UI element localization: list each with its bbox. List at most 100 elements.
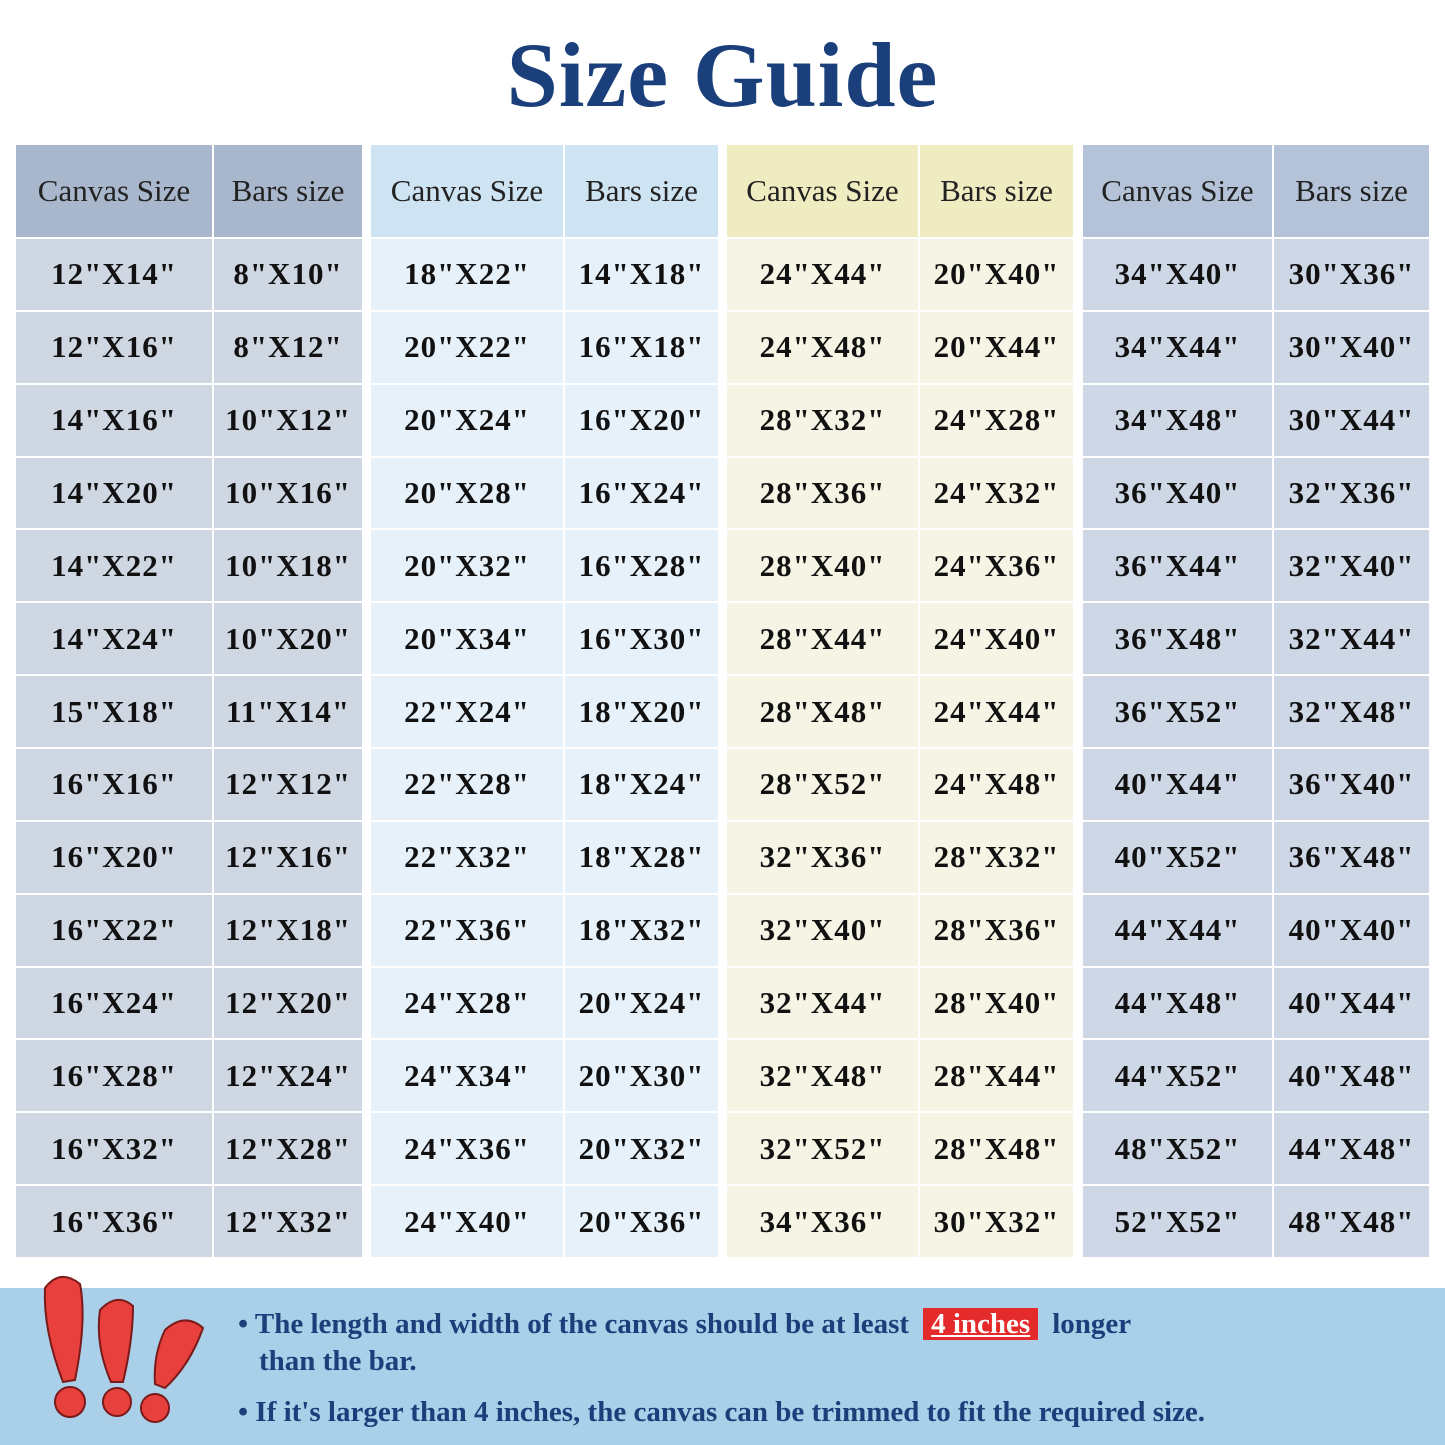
header-bars-size: Bars size	[920, 145, 1073, 237]
bars-size-cell: 44"X48"	[1274, 1113, 1429, 1185]
canvas-size-cell: 32"X48"	[727, 1040, 918, 1112]
table-row: 36"X52" 32"X48"	[1083, 676, 1429, 747]
canvas-size-cell: 14"X22"	[16, 530, 212, 602]
bars-size-cell: 30"X32"	[920, 1186, 1073, 1257]
bars-size-cell: 12"X28"	[214, 1113, 362, 1185]
canvas-size-cell: 24"X28"	[371, 967, 563, 1039]
table-row: 24"X40" 20"X36"	[371, 1186, 718, 1257]
page-title: Size Guide	[506, 24, 939, 126]
canvas-size-cell: 32"X44"	[727, 967, 918, 1039]
canvas-size-cell: 34"X44"	[1083, 311, 1272, 383]
bars-size-cell: 12"X24"	[214, 1040, 362, 1112]
table-row: 16"X20" 12"X16"	[16, 821, 362, 893]
canvas-size-cell: 18"X22"	[371, 239, 563, 310]
canvas-size-cell: 36"X48"	[1083, 603, 1272, 675]
bars-size-cell: 18"X28"	[565, 821, 718, 893]
note-text: • The length and width of the canvas sho…	[238, 1308, 910, 1340]
table-row: 34"X44" 30"X40"	[1083, 311, 1429, 383]
canvas-size-cell: 36"X52"	[1083, 676, 1272, 747]
table-row: 32"X48" 28"X44"	[727, 1040, 1073, 1112]
canvas-size-cell: 52"X52"	[1083, 1186, 1272, 1257]
bars-size-cell: 14"X18"	[565, 239, 718, 310]
table-row: 36"X44" 32"X40"	[1083, 530, 1429, 602]
table-row: 14"X20" 10"X16"	[16, 457, 362, 529]
canvas-size-cell: 22"X28"	[371, 748, 563, 820]
bars-size-cell: 32"X44"	[1274, 603, 1429, 675]
table-row: 16"X28" 12"X24"	[16, 1040, 362, 1112]
canvas-size-cell: 36"X40"	[1083, 457, 1272, 529]
bars-size-cell: 8"X12"	[214, 311, 362, 383]
canvas-size-cell: 32"X36"	[727, 821, 918, 893]
canvas-size-cell: 16"X36"	[16, 1186, 212, 1257]
canvas-size-cell: 40"X52"	[1083, 821, 1272, 893]
header-bars-size: Bars size	[565, 145, 718, 237]
bars-size-cell: 20"X36"	[565, 1186, 718, 1257]
table-row: 32"X40" 28"X36"	[727, 894, 1073, 966]
bars-size-cell: 48"X48"	[1274, 1186, 1429, 1257]
table-row: 36"X48" 32"X44"	[1083, 603, 1429, 675]
table-row: 52"X52" 48"X48"	[1083, 1186, 1429, 1257]
canvas-size-cell: 24"X40"	[371, 1186, 563, 1257]
size-table-4: Canvas Size Bars size 34"X40" 30"X36" 34"X44…	[1083, 145, 1429, 1257]
table-row: 40"X52" 36"X48"	[1083, 821, 1429, 893]
header-bars-size: Bars size	[1274, 145, 1429, 237]
table-row: 44"X52" 40"X48"	[1083, 1040, 1429, 1112]
canvas-size-cell: 22"X24"	[371, 676, 563, 747]
table-row: 32"X52" 28"X48"	[727, 1113, 1073, 1185]
bars-size-cell: 16"X18"	[565, 311, 718, 383]
canvas-size-cell: 22"X36"	[371, 894, 563, 966]
canvas-size-cell: 24"X36"	[371, 1113, 563, 1185]
table-row: 14"X16" 10"X12"	[16, 384, 362, 456]
note-line-1-cont: than the bar.	[259, 1345, 417, 1377]
table-row: 16"X32" 12"X28"	[16, 1113, 362, 1185]
canvas-size-cell: 28"X36"	[727, 457, 918, 529]
canvas-size-cell: 12"X16"	[16, 311, 212, 383]
note-line-1: • The length and width of the canvas sho…	[238, 1306, 1131, 1343]
table-row: 16"X22" 12"X18"	[16, 894, 362, 966]
table-row: 34"X48" 30"X44"	[1083, 384, 1429, 456]
bars-size-cell: 16"X28"	[565, 530, 718, 602]
table-row: 22"X24" 18"X20"	[371, 676, 718, 747]
bars-size-cell: 24"X48"	[920, 748, 1073, 820]
bars-size-cell: 24"X28"	[920, 384, 1073, 456]
header-canvas-size: Canvas Size	[1083, 145, 1272, 237]
canvas-size-cell: 14"X16"	[16, 384, 212, 456]
header-canvas-size: Canvas Size	[371, 145, 563, 237]
table-row: 32"X36" 28"X32"	[727, 821, 1073, 893]
size-table-2: Canvas Size Bars size 18"X22" 14"X18" 20"X22…	[371, 145, 718, 1257]
table-row: 20"X34" 16"X30"	[371, 603, 718, 675]
canvas-size-cell: 24"X48"	[727, 311, 918, 383]
bars-size-cell: 12"X12"	[214, 748, 362, 820]
canvas-size-cell: 22"X32"	[371, 821, 563, 893]
canvas-size-cell: 34"X48"	[1083, 384, 1272, 456]
note-text: longer	[1052, 1308, 1132, 1340]
table-row: 28"X48" 24"X44"	[727, 676, 1073, 747]
header-bars-size: Bars size	[214, 145, 362, 237]
canvas-size-cell: 36"X44"	[1083, 530, 1272, 602]
canvas-size-cell: 16"X16"	[16, 748, 212, 820]
canvas-size-cell: 14"X20"	[16, 457, 212, 529]
canvas-size-cell: 34"X36"	[727, 1186, 918, 1257]
canvas-size-cell: 28"X48"	[727, 676, 918, 747]
bars-size-cell: 10"X12"	[214, 384, 362, 456]
bars-size-cell: 30"X40"	[1274, 311, 1429, 383]
bars-size-cell: 16"X30"	[565, 603, 718, 675]
bars-size-cell: 40"X40"	[1274, 894, 1429, 966]
table-row: 24"X48" 20"X44"	[727, 311, 1073, 383]
table-row: 18"X22" 14"X18"	[371, 239, 718, 310]
table-row: 24"X44" 20"X40"	[727, 239, 1073, 310]
bars-size-cell: 12"X16"	[214, 821, 362, 893]
table-header-row: Canvas Size Bars size	[371, 145, 718, 237]
table-row: 44"X48" 40"X44"	[1083, 967, 1429, 1039]
canvas-size-cell: 44"X48"	[1083, 967, 1272, 1039]
header-canvas-size: Canvas Size	[16, 145, 212, 237]
table-row: 16"X16" 12"X12"	[16, 748, 362, 820]
bars-size-cell: 28"X36"	[920, 894, 1073, 966]
table-row: 40"X44" 36"X40"	[1083, 748, 1429, 820]
canvas-size-cell: 24"X44"	[727, 239, 918, 310]
table-row: 14"X22" 10"X18"	[16, 530, 362, 602]
table-row: 36"X40" 32"X36"	[1083, 457, 1429, 529]
canvas-size-cell: 16"X24"	[16, 967, 212, 1039]
table-row: 28"X52" 24"X48"	[727, 748, 1073, 820]
bars-size-cell: 12"X32"	[214, 1186, 362, 1257]
